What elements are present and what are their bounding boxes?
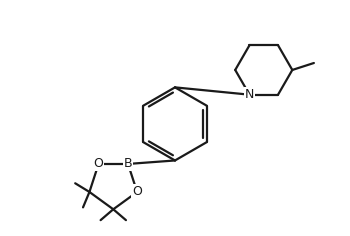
Text: O: O — [93, 157, 104, 170]
Text: O: O — [132, 185, 142, 198]
Text: B: B — [124, 157, 132, 170]
Text: N: N — [245, 88, 254, 101]
